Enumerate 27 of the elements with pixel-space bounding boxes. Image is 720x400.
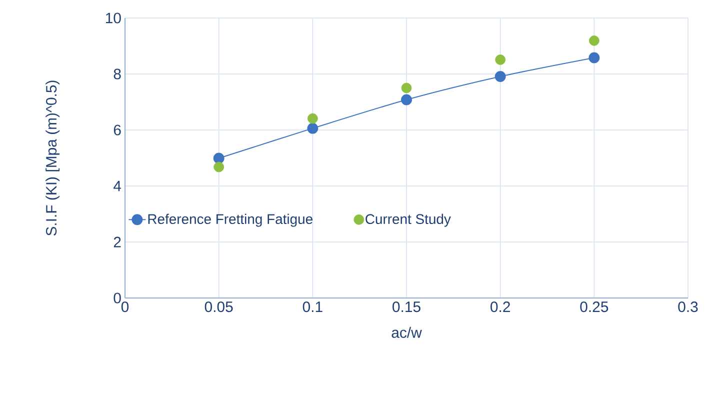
point: [307, 122, 318, 134]
point: [214, 162, 224, 172]
x-tick-label: 0.1: [302, 302, 322, 312]
y-tick-label: 8: [114, 68, 121, 80]
y-tick-label: 0: [114, 292, 121, 304]
point: [213, 152, 224, 164]
point: [401, 82, 412, 94]
point: [495, 54, 506, 65]
x-tick-label: 0.2: [490, 302, 510, 312]
point: [588, 52, 600, 64]
point: [494, 71, 506, 82]
x-tick-label: 0.25: [580, 302, 608, 312]
y-tick-label: 2: [114, 236, 121, 248]
point: [401, 94, 412, 106]
x-tick-label: 0.05: [204, 302, 233, 312]
x-tick-label: 0.3: [678, 302, 698, 312]
point: [307, 113, 318, 124]
y-tick-label: 10: [106, 12, 121, 24]
y-tick-label: 4: [114, 180, 122, 192]
legend-label: Reference Fretting Fatigue: [148, 214, 312, 227]
x-tick-label: 0.15: [392, 302, 420, 312]
legend-label: Current Study: [366, 214, 451, 227]
y-axis-title: S.I.F (KI) [Mpa (m)^0.5): [46, 80, 60, 236]
x-axis-title: ac/w: [392, 326, 422, 338]
y-tick-label: 6: [114, 124, 121, 136]
x-tick-label: 0: [121, 302, 129, 312]
point: [588, 35, 600, 46]
